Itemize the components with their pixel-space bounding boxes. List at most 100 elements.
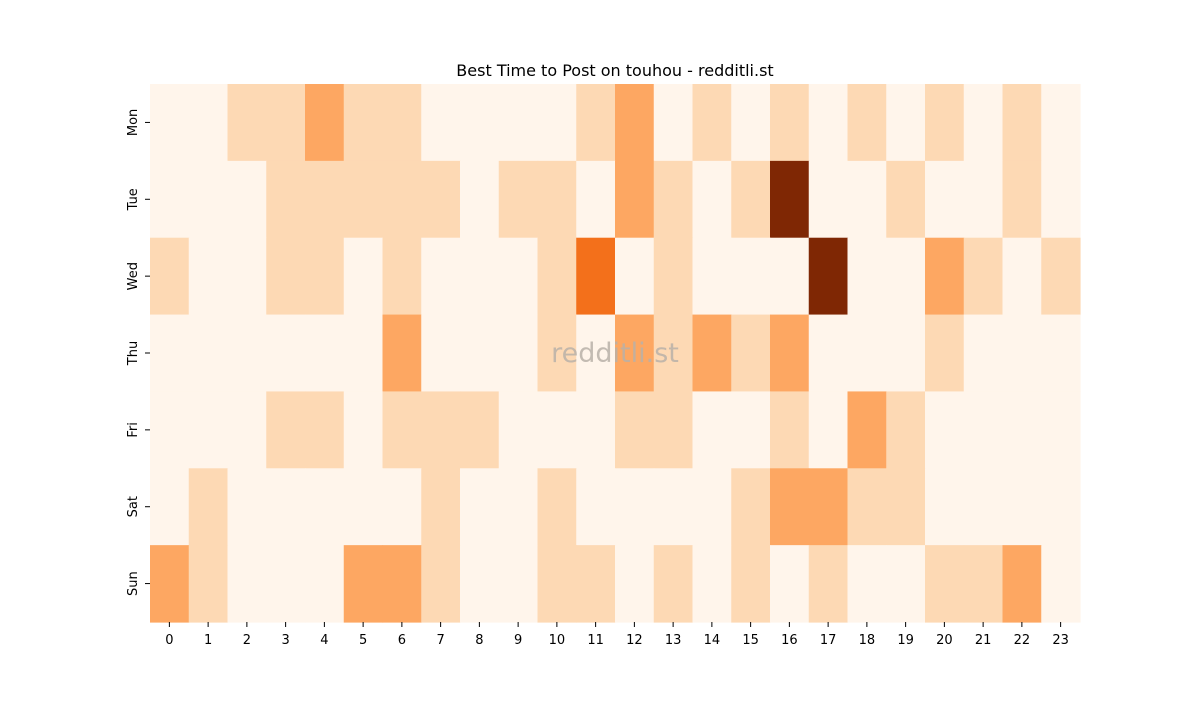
- heatmap-cell-thu-9: [498, 314, 539, 393]
- heatmap-cell-fri-15: [731, 391, 771, 469]
- heatmap-cell-tue-11: [576, 160, 616, 239]
- y-tick-label: Mon: [126, 109, 141, 136]
- heatmap-cell-tue-22: [1002, 160, 1042, 239]
- heatmap-cell-sun-7: [421, 545, 461, 623]
- heatmap-cell-sun-8: [460, 545, 500, 623]
- heatmap-cell-wed-11: [576, 237, 616, 316]
- heatmap-cell-thu-2: [227, 314, 267, 393]
- heatmap-cell-mon-6: [382, 84, 422, 162]
- heatmap-cell-mon-5: [343, 84, 384, 162]
- heatmap-cell-thu-8: [460, 314, 500, 393]
- heatmap-cell-fri-18: [847, 391, 887, 469]
- x-tick-label: 0: [165, 633, 173, 648]
- heatmap-cell-mon-18: [847, 84, 887, 162]
- y-axis-ticks: Mon Tue Wed Thu Fri Sat Sun: [126, 109, 150, 596]
- heatmap-cell-sat-15: [731, 468, 771, 546]
- heatmap-cell-thu-4: [305, 314, 345, 393]
- heatmap-cell-wed-20: [925, 237, 965, 316]
- x-axis-ticks: 0 1 2 3 4 5 6 7 8 9 10 11 12 13 14 15 16 17 18 19 20 21 22 23: [165, 622, 1069, 648]
- heatmap-cell-fri-16: [770, 391, 810, 469]
- heatmap-cell-tue-12: [615, 160, 655, 239]
- heatmap-cell-sat-3: [266, 468, 306, 546]
- heatmap-cell-sat-13: [653, 468, 694, 546]
- heatmap-cell-mon-1: [188, 84, 229, 162]
- heatmap-cell-sat-22: [1002, 468, 1042, 546]
- heatmap-cell-wed-8: [460, 237, 500, 316]
- heatmap-cell-mon-21: [963, 84, 1004, 162]
- heatmap-cell-wed-0: [150, 237, 190, 316]
- heatmap-cell-tue-0: [150, 160, 190, 239]
- heatmap-cell-fri-4: [305, 391, 345, 469]
- heatmap-cell-tue-20: [925, 160, 965, 239]
- heatmap-cell-fri-2: [227, 391, 267, 469]
- heatmap-cell-mon-7: [421, 84, 461, 162]
- heatmap-cell-thu-15: [731, 314, 771, 393]
- heatmap-cell-sun-3: [266, 545, 306, 623]
- heatmap-cell-fri-10: [537, 391, 577, 469]
- heatmap-cell-tue-23: [1041, 160, 1081, 239]
- heatmap-cell-sat-7: [421, 468, 461, 546]
- heatmap-cell-mon-16: [770, 84, 810, 162]
- heatmap-cell-sat-12: [615, 468, 655, 546]
- heatmap-cell-thu-12: [615, 314, 655, 393]
- heatmap-cell-thu-13: [653, 314, 694, 393]
- heatmap-cell-mon-23: [1041, 84, 1081, 162]
- x-tick-label: 10: [549, 633, 566, 648]
- heatmap-cell-thu-5: [343, 314, 384, 393]
- heatmap-cell-wed-23: [1041, 237, 1081, 316]
- heatmap-cell-sat-23: [1041, 468, 1081, 546]
- y-tick-label: Thu: [126, 341, 141, 366]
- x-tick-label: 14: [704, 633, 721, 648]
- y-tick-label: Fri: [126, 422, 141, 438]
- heatmap-cell-sat-6: [382, 468, 422, 546]
- heatmap-cell-thu-20: [925, 314, 965, 393]
- x-tick-label: 23: [1052, 633, 1069, 648]
- heatmap-cell-sat-20: [925, 468, 965, 546]
- heatmap-cell-wed-2: [227, 237, 267, 316]
- x-tick-label: 16: [781, 633, 798, 648]
- heatmap-cell-mon-4: [305, 84, 345, 162]
- heatmap-cell-fri-6: [382, 391, 422, 469]
- heatmap-cell-mon-10: [537, 84, 577, 162]
- x-tick-label: 18: [859, 633, 876, 648]
- heatmap-cell-sat-1: [188, 468, 229, 546]
- x-tick-label: 12: [626, 633, 643, 648]
- heatmap-cell-mon-8: [460, 84, 500, 162]
- heatmap-cell-wed-9: [498, 237, 539, 316]
- heatmap-cell-sun-15: [731, 545, 771, 623]
- x-tick-label: 21: [975, 633, 992, 648]
- heatmap-cell-tue-9: [498, 160, 539, 239]
- heatmap-cell-sat-4: [305, 468, 345, 546]
- heatmap-cell-wed-10: [537, 237, 577, 316]
- heatmap-cell-sun-17: [808, 545, 849, 623]
- heatmap-cell-sun-1: [188, 545, 229, 623]
- heatmap-cell-sat-16: [770, 468, 810, 546]
- heatmap-cell-fri-9: [498, 391, 539, 469]
- heatmap-cell-sun-21: [963, 545, 1004, 623]
- heatmap-cell-wed-6: [382, 237, 422, 316]
- heatmap-cell-thu-11: [576, 314, 616, 393]
- heatmap-cell-fri-22: [1002, 391, 1042, 469]
- heatmap-cell-sat-17: [808, 468, 849, 546]
- heatmap-cell-sat-19: [886, 468, 926, 546]
- heatmap-cell-sat-14: [692, 468, 732, 546]
- heatmap-cell-mon-9: [498, 84, 539, 162]
- heatmap-cell-thu-3: [266, 314, 306, 393]
- heatmap-cell-wed-13: [653, 237, 694, 316]
- heatmap-cell-thu-16: [770, 314, 810, 393]
- heatmap-cell-fri-12: [615, 391, 655, 469]
- y-tick-label: Sun: [126, 571, 141, 596]
- heatmap-cell-mon-2: [227, 84, 267, 162]
- x-tick-label: 6: [398, 633, 406, 648]
- heatmap-cell-thu-0: [150, 314, 190, 393]
- heatmap-cell-mon-14: [692, 84, 732, 162]
- heatmap-cell-sun-20: [925, 545, 965, 623]
- heatmap-cell-sat-9: [498, 468, 539, 546]
- watermark-text: redditli.st: [551, 338, 679, 369]
- heatmap-cell-thu-21: [963, 314, 1004, 393]
- heatmap-cell-thu-7: [421, 314, 461, 393]
- x-tick-label: 11: [587, 633, 604, 648]
- heatmap-cell-sun-10: [537, 545, 577, 623]
- heatmap-cell-tue-15: [731, 160, 771, 239]
